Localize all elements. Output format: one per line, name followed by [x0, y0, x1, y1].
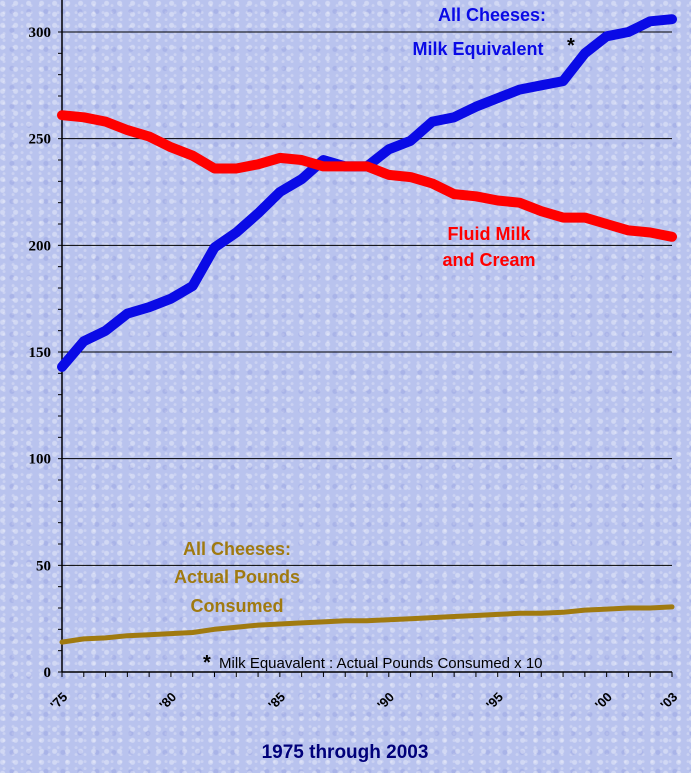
- x-tick-label: '75: [47, 689, 70, 712]
- footnote: * Milk Equavalent : Actual Pounds Consum…: [203, 652, 543, 674]
- x-tick-label: '90: [374, 689, 397, 712]
- y-tick-label: 200: [29, 238, 52, 254]
- x-tick-label: '95: [483, 689, 506, 712]
- label-fluid-milk-line2: and Cream: [442, 250, 535, 270]
- x-tick-label: '85: [265, 689, 288, 712]
- footnote-star: *: [203, 652, 211, 674]
- y-tick-label: 250: [29, 132, 52, 148]
- x-tick-label: '03: [657, 689, 680, 712]
- y-tick-label: 100: [29, 452, 52, 468]
- series-lines: [57, 14, 677, 645]
- y-tick-label: 150: [29, 345, 52, 361]
- y-tick-label: 300: [29, 25, 52, 41]
- footnote-text: Milk Equavalent : Actual Pounds Consumed…: [219, 655, 543, 672]
- series-line-2: [59, 604, 675, 645]
- label-fluid-milk: Fluid Milk and Cream: [442, 224, 535, 270]
- series-line-1: [57, 110, 677, 242]
- x-tick-label: '80: [156, 689, 179, 712]
- label-milk-equivalent-line1: All Cheeses:: [438, 5, 546, 25]
- x-tick-label: '00: [592, 689, 615, 712]
- label-fluid-milk-line1: Fluid Milk: [448, 224, 532, 244]
- label-actual-pounds-line3: Consumed: [190, 596, 283, 616]
- label-actual-pounds-line2: Actual Pounds: [174, 567, 300, 587]
- series-line-0: [57, 14, 677, 372]
- y-tick-label: 0: [44, 665, 52, 681]
- label-actual-pounds: All Cheeses: Actual Pounds Consumed: [174, 539, 300, 616]
- x-axis-title: 1975 through 2003: [262, 742, 429, 763]
- y-axis: 0 50 100 150 200 250 300: [29, 0, 63, 681]
- y-tick-label: 50: [36, 558, 51, 574]
- label-milk-equivalent-star: *: [567, 35, 575, 57]
- label-milk-equivalent: All Cheeses: Milk Equivalent *: [412, 5, 575, 59]
- label-actual-pounds-line1: All Cheeses:: [183, 539, 291, 559]
- label-milk-equivalent-line2: Milk Equivalent: [412, 39, 543, 59]
- x-axis: '75 '80 '85 '90 '95 '00 '03: [47, 671, 680, 712]
- grid: [62, 31, 672, 566]
